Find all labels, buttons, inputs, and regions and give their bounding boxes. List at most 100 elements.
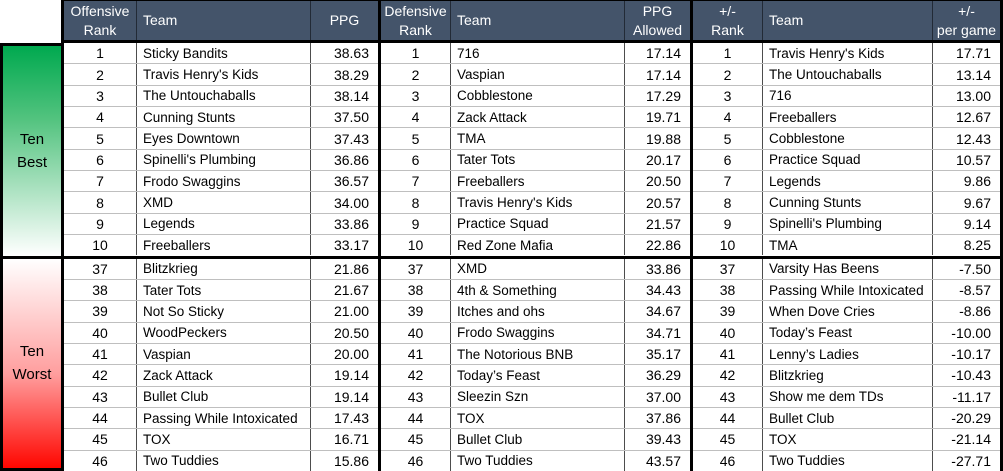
team-cell[interactable]: Bullet Club <box>763 407 933 429</box>
rank-cell[interactable]: 44 <box>381 407 451 429</box>
value-cell[interactable]: 15.86 <box>333 452 369 469</box>
rank-cell[interactable]: 38 <box>693 279 763 301</box>
rank-cell[interactable]: 43 <box>64 386 137 407</box>
value-cell[interactable]: 12.67 <box>955 109 991 126</box>
team-cell[interactable]: TOX <box>451 407 625 429</box>
rank-cell[interactable]: 8 <box>381 192 451 213</box>
team-cell[interactable]: Two Tuddies <box>137 450 311 471</box>
value-cell[interactable]: 13.00 <box>955 87 991 104</box>
rank-cell[interactable]: 4 <box>64 107 137 128</box>
rank-cell[interactable]: 5 <box>693 128 763 149</box>
team-cell[interactable]: 716 <box>451 43 625 64</box>
team-cell[interactable]: The Notorious BNB <box>451 343 625 365</box>
value-cell[interactable]: 17.71 <box>955 45 991 62</box>
value-cell[interactable]: 10.57 <box>955 151 991 168</box>
value-cell[interactable]: -8.57 <box>959 282 991 299</box>
value-cell[interactable]: 34.67 <box>645 303 681 320</box>
team-cell[interactable]: Zack Attack <box>137 365 311 386</box>
rank-cell[interactable]: 1 <box>381 43 451 64</box>
team-cell[interactable]: Sticky Bandits <box>137 43 311 64</box>
rank-cell[interactable]: 6 <box>693 149 763 171</box>
value-cell[interactable]: 43.57 <box>645 452 681 469</box>
rank-cell[interactable]: 10 <box>693 235 763 256</box>
team-cell[interactable]: Passing While Intoxicated <box>763 279 933 301</box>
value-cell[interactable]: 19.14 <box>333 388 369 405</box>
value-cell[interactable]: 21.00 <box>333 303 369 320</box>
value-cell[interactable]: 17.43 <box>333 410 369 427</box>
value-cell[interactable]: 22.86 <box>645 237 681 254</box>
rank-cell[interactable]: 3 <box>381 85 451 107</box>
team-cell[interactable]: Red Zone Mafia <box>451 235 625 256</box>
rank-cell[interactable]: 4 <box>381 107 451 128</box>
value-cell[interactable]: 39.43 <box>645 431 681 448</box>
team-cell[interactable]: Blitzkrieg <box>137 258 311 279</box>
team-cell[interactable]: Two Tuddies <box>763 450 933 471</box>
rank-cell[interactable]: 41 <box>381 343 451 365</box>
rank-cell[interactable]: 4 <box>693 107 763 128</box>
team-cell[interactable]: Itches and ohs <box>451 301 625 322</box>
rank-cell[interactable]: 38 <box>381 279 451 301</box>
rank-cell[interactable]: 45 <box>693 429 763 450</box>
rank-cell[interactable]: 41 <box>64 343 137 365</box>
value-cell[interactable]: 13.14 <box>955 66 991 83</box>
value-cell[interactable]: -10.17 <box>951 346 991 363</box>
value-cell[interactable]: 36.57 <box>333 173 369 190</box>
team-cell[interactable]: Eyes Downtown <box>137 128 311 149</box>
team-cell[interactable]: Two Tuddies <box>451 450 625 471</box>
team-cell[interactable]: Travis Henry's Kids <box>763 43 933 64</box>
team-cell[interactable]: Zack Attack <box>451 107 625 128</box>
rank-cell[interactable]: 40 <box>693 322 763 343</box>
value-cell[interactable]: 21.86 <box>333 260 369 277</box>
value-cell[interactable]: 36.86 <box>333 151 369 168</box>
rank-cell[interactable]: 44 <box>64 407 137 429</box>
team-cell[interactable]: Today’s Feast <box>451 365 625 386</box>
rank-cell[interactable]: 41 <box>693 343 763 365</box>
value-cell[interactable]: 20.50 <box>333 324 369 341</box>
rank-cell[interactable]: 6 <box>381 149 451 171</box>
value-cell[interactable]: 34.00 <box>333 194 369 211</box>
team-cell[interactable]: Cunning Stunts <box>763 192 933 213</box>
team-cell[interactable]: The Untouchaballs <box>137 85 311 107</box>
rank-cell[interactable]: 39 <box>64 301 137 322</box>
rank-cell[interactable]: 42 <box>64 365 137 386</box>
rank-cell[interactable]: 7 <box>381 171 451 192</box>
rank-cell[interactable]: 7 <box>64 171 137 192</box>
rank-cell[interactable]: 43 <box>381 386 451 407</box>
team-cell[interactable]: Cobblestone <box>763 128 933 149</box>
rank-cell[interactable]: 45 <box>381 429 451 450</box>
team-cell[interactable]: When Dove Cries <box>763 301 933 322</box>
team-cell[interactable]: Show me dem TDs <box>763 386 933 407</box>
value-cell[interactable]: 34.71 <box>645 324 681 341</box>
value-cell[interactable]: 33.86 <box>333 215 369 232</box>
rank-cell[interactable]: 37 <box>381 258 451 279</box>
value-cell[interactable]: 17.29 <box>645 87 681 104</box>
value-cell[interactable]: 20.17 <box>645 151 681 168</box>
value-cell[interactable]: 37.43 <box>333 130 369 147</box>
team-cell[interactable]: Vaspian <box>451 64 625 85</box>
team-cell[interactable]: Tater Tots <box>137 279 311 301</box>
value-cell[interactable]: 38.29 <box>333 66 369 83</box>
value-cell[interactable]: -21.14 <box>951 431 991 448</box>
rank-cell[interactable]: 44 <box>693 407 763 429</box>
value-cell[interactable]: 37.00 <box>645 388 681 405</box>
defense-team-header[interactable]: Team <box>451 1 625 40</box>
ten-worst-cell[interactable]: Ten Worst <box>0 258 61 471</box>
rank-cell[interactable]: 45 <box>64 429 137 450</box>
value-cell[interactable]: 9.67 <box>963 194 991 211</box>
rank-cell[interactable]: 2 <box>381 64 451 85</box>
value-cell[interactable]: 20.50 <box>645 173 681 190</box>
team-cell[interactable]: Spinelli's Plumbing <box>763 213 933 235</box>
value-cell[interactable]: -20.29 <box>951 410 991 427</box>
value-cell[interactable]: -11.17 <box>952 388 991 405</box>
team-cell[interactable]: Sleezin Szn <box>451 386 625 407</box>
value-cell[interactable]: -10.00 <box>951 324 991 341</box>
value-cell[interactable]: 38.14 <box>333 87 369 104</box>
value-cell[interactable]: 33.17 <box>333 237 369 254</box>
rank-cell[interactable]: 39 <box>381 301 451 322</box>
team-cell[interactable]: 716 <box>763 85 933 107</box>
rank-cell[interactable]: 2 <box>64 64 137 85</box>
rank-cell[interactable]: 42 <box>693 365 763 386</box>
team-cell[interactable]: Tater Tots <box>451 149 625 171</box>
rank-cell[interactable]: 8 <box>64 192 137 213</box>
team-cell[interactable]: Legends <box>137 213 311 235</box>
